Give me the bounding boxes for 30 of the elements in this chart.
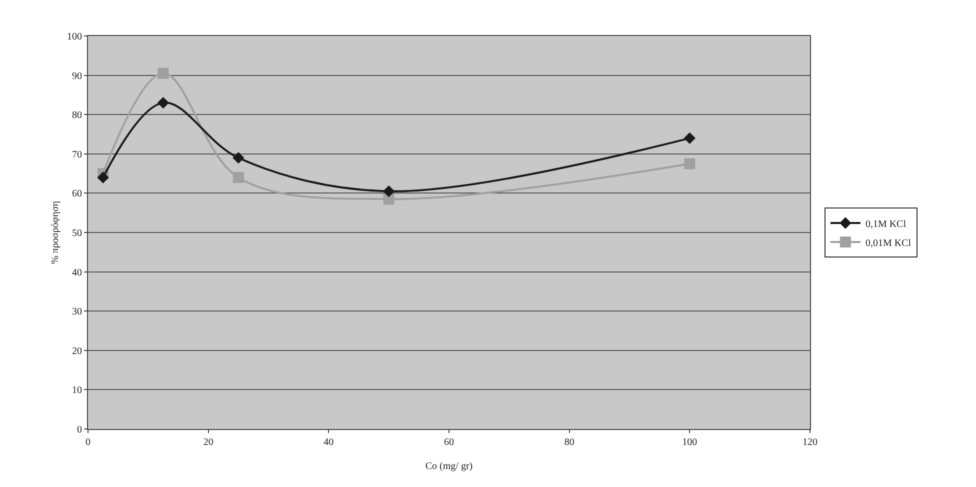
y-tick-label: 0 (77, 424, 82, 436)
y-tick-label: 20 (72, 346, 82, 357)
y-axis-title: % προσρόφηση (50, 201, 61, 264)
y-tick-label: 90 (72, 70, 82, 82)
point (684, 158, 696, 170)
point (684, 132, 696, 144)
y-tick-label: 40 (72, 267, 82, 278)
x-tick-label: 120 (802, 437, 818, 448)
point (232, 152, 244, 164)
point (157, 96, 170, 109)
y-tick-label: 30 (72, 306, 82, 318)
point (97, 172, 109, 184)
legend-label: 0,01M KCl (865, 238, 912, 249)
point (382, 185, 395, 198)
y-tick-label: 70 (72, 149, 82, 160)
point (232, 172, 244, 183)
x-tick-label: 20 (203, 437, 214, 448)
y-tick-label: 80 (72, 110, 82, 122)
x-axis-title: Co (mg/ gr) (425, 461, 473, 472)
x-tick-label: 40 (324, 437, 334, 448)
y-tick-label: 10 (72, 385, 82, 396)
x-tick-label: 0 (86, 437, 90, 448)
y-tick-label: 100 (67, 32, 82, 42)
x-tick-label: 100 (682, 437, 698, 448)
x-tick-label: 60 (444, 437, 454, 448)
x-tick-label: 80 (564, 437, 574, 448)
point (158, 68, 169, 79)
y-tick-label: 60 (72, 188, 82, 200)
legend-label: 0,1M KCl (865, 218, 906, 230)
y-tick-label: 50 (72, 228, 82, 239)
